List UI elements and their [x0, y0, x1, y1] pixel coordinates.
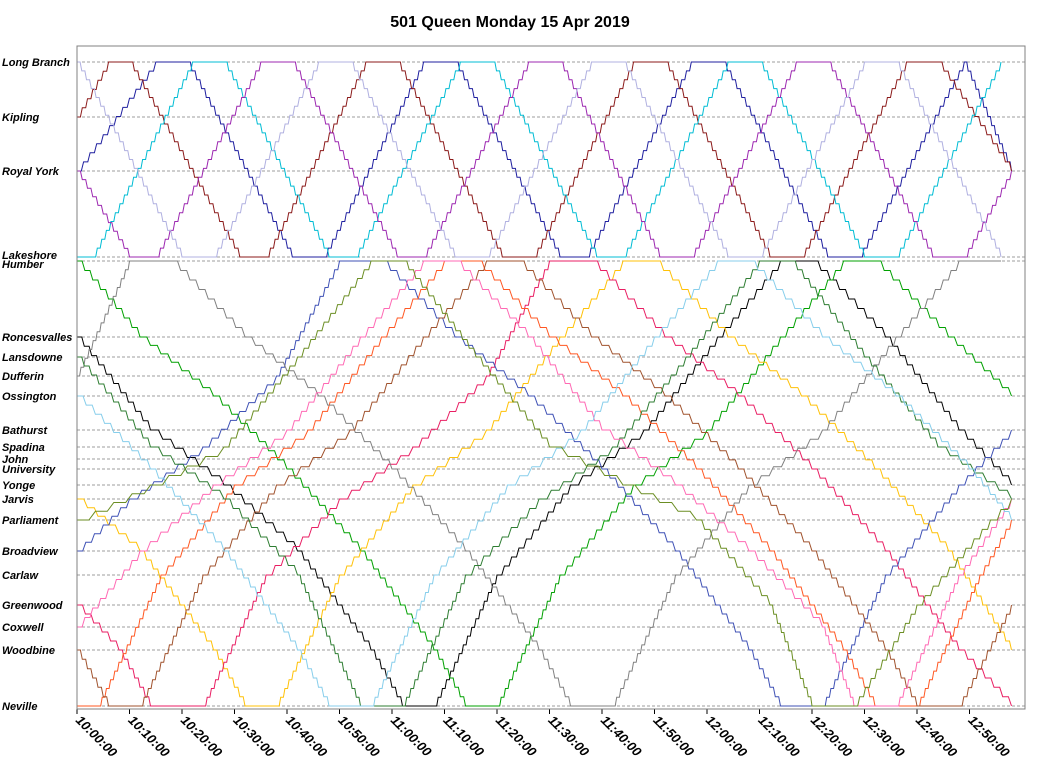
vehicle-trace-line [77, 260, 1012, 707]
x-tick-label: 11:20:00 [493, 713, 540, 760]
stop-label: John [2, 454, 29, 466]
stop-label: Lakeshore [2, 250, 57, 262]
stop-label: Long Branch [2, 57, 70, 69]
vehicle-trace-line [77, 260, 1001, 707]
vehicle-trace-line [77, 260, 1012, 707]
stop-label: Woodbine [2, 645, 55, 657]
vehicle-trace-line [77, 61, 1002, 258]
x-tick-label: 12:20:00 [808, 713, 856, 761]
stop-label: Roncesvalles [2, 332, 72, 344]
vehicle-trace-line [77, 260, 1012, 707]
x-tick-label: 12:00:00 [703, 713, 751, 761]
stop-label: Ossington [2, 391, 57, 403]
chart-title: 501 Queen Monday 15 Apr 2019 [390, 14, 630, 31]
stop-label: Humber [2, 259, 44, 271]
x-tick-label: 11:40:00 [598, 713, 645, 760]
vehicle-trace-line [77, 260, 1012, 707]
vehicle-trace-line [77, 260, 1012, 707]
vehicle-trace-line [77, 260, 1012, 707]
stop-label: Jarvis [2, 494, 34, 506]
series-layer [77, 61, 1012, 707]
stop-label: Kipling [2, 112, 40, 124]
stop-label: Neville [2, 701, 37, 713]
x-tick-label: 12:10:00 [755, 713, 803, 761]
vehicle-trace-line [77, 260, 1012, 707]
stop-label: Lansdowne [2, 352, 63, 364]
stop-label: University [2, 464, 56, 476]
x-tick-label: 12:40:00 [913, 713, 961, 761]
x-tick-label: 10:40:00 [283, 713, 331, 761]
grid-layer [77, 61, 1025, 707]
x-tick-label: 12:30:00 [860, 713, 908, 761]
stop-label: Dufferin [2, 371, 44, 383]
x-tick-label: 10:30:00 [230, 713, 278, 761]
stop-label: Parliament [2, 515, 60, 527]
stop-label: Greenwood [2, 600, 63, 612]
vehicle-trace-line [77, 260, 1012, 707]
stop-label: Coxwell [2, 622, 45, 634]
stop-label: Carlaw [2, 570, 40, 582]
plot-frame [76, 45, 1026, 710]
x-tick-layer: 10:00:00 10:10:00 10:20:00 10:30:00 10:40:00… [73, 709, 1013, 760]
x-tick-label: 12:50:00 [965, 713, 1013, 761]
stop-label: Spadina [2, 442, 45, 454]
x-tick-label: 11:30:00 [545, 713, 592, 760]
stop-label: Yonge [2, 480, 35, 492]
x-tick-label: 11:50:00 [650, 713, 697, 760]
x-tick-label: 11:10:00 [440, 713, 487, 760]
x-tick-label: 10:00:00 [73, 713, 121, 761]
x-tick-label: 10:50:00 [335, 713, 383, 761]
vehicle-trace-line [77, 61, 1002, 258]
x-tick-label: 11:00:00 [388, 713, 435, 760]
vehicle-trace-line [77, 61, 1012, 258]
stop-label: Bathurst [2, 425, 49, 437]
vehicle-trace-line [77, 260, 1012, 707]
stop-label-layer: Long Branch Kipling Royal York LakeshoreHum… [2, 57, 72, 713]
stop-label: Broadview [2, 546, 59, 558]
vehicle-trace-line [77, 260, 1012, 707]
x-tick-label: 10:10:00 [125, 713, 173, 761]
x-tick-label: 10:20:00 [178, 713, 226, 761]
vehicle-trace-line [77, 61, 1012, 258]
stop-label: Royal York [2, 166, 60, 178]
